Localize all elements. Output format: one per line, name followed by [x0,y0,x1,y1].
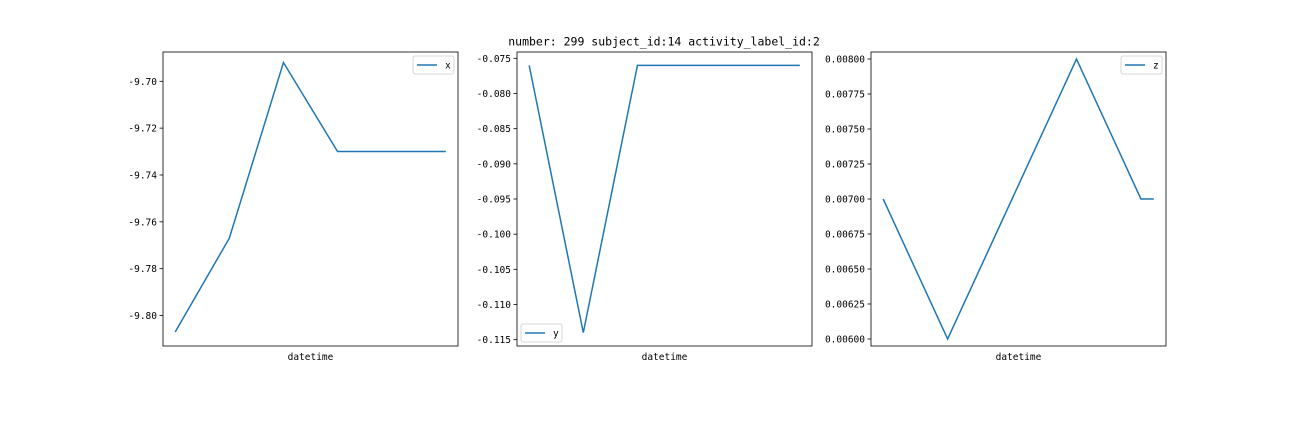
y-tick-label: 0.00725 [825,160,865,171]
y-tick-label: -9.72 [128,124,157,135]
figure-title: number: 299 subject_id:14 activity_label… [508,35,820,49]
legend-label: x [445,61,451,72]
y-tick-label: -0.080 [477,89,512,100]
legend-label: y [553,329,559,340]
y-tick-label: -0.100 [477,230,512,241]
y-tick-label: 0.00650 [825,265,865,276]
y-tick-label: -0.095 [477,195,511,206]
axes-frame [516,51,813,347]
y-tick-label: -0.075 [477,54,511,65]
axes-frame [162,51,459,347]
series-line-x [174,60,446,333]
legend: z [1120,55,1163,75]
legend: x [412,55,455,75]
y-tick-label: 0.00700 [825,195,865,206]
y-tick-label: 0.00600 [825,335,865,346]
y-tick-label: 0.00750 [825,125,865,136]
y-tick-label: -9.70 [128,77,157,88]
y-tick-label: 0.00775 [825,90,865,101]
y-tick-label: -0.115 [477,335,511,346]
y-tick-label: -9.78 [128,264,157,275]
subplot-1: -9.70 -9.72 -9.74 -9.76 -9.78 -9.80 datetime x [128,51,459,363]
y-tick-label: -9.80 [128,311,157,322]
y-tick-label: -0.110 [477,300,512,311]
x-axis-label: datetime [288,352,334,363]
y-tick-label: 0.00675 [825,230,865,241]
y-tick-label: -0.085 [477,124,511,135]
y-tick-label: -0.090 [477,159,512,170]
y-tick-label: -0.105 [477,265,511,276]
y-tick-label: 0.00625 [825,300,865,311]
x-axis-label: datetime [996,352,1042,363]
subplot-2: -0.075 -0.080 -0.085 -0.090 -0.095 -0.100 -0.1… [477,51,813,363]
legend: y [520,323,563,343]
y-tick-label: 0.00800 [825,55,865,66]
x-axis-label: datetime [642,352,688,363]
subplot-3: 0.00800 0.00775 0.00750 0.00725 0.00700 0.006… [825,51,1167,363]
y-tick-label: -9.76 [128,217,157,228]
legend-label: z [1153,61,1159,72]
y-tick-label: -9.74 [128,170,157,181]
axes-frame [870,51,1167,347]
series-line-y [528,64,800,333]
series-line-z [882,57,1154,341]
